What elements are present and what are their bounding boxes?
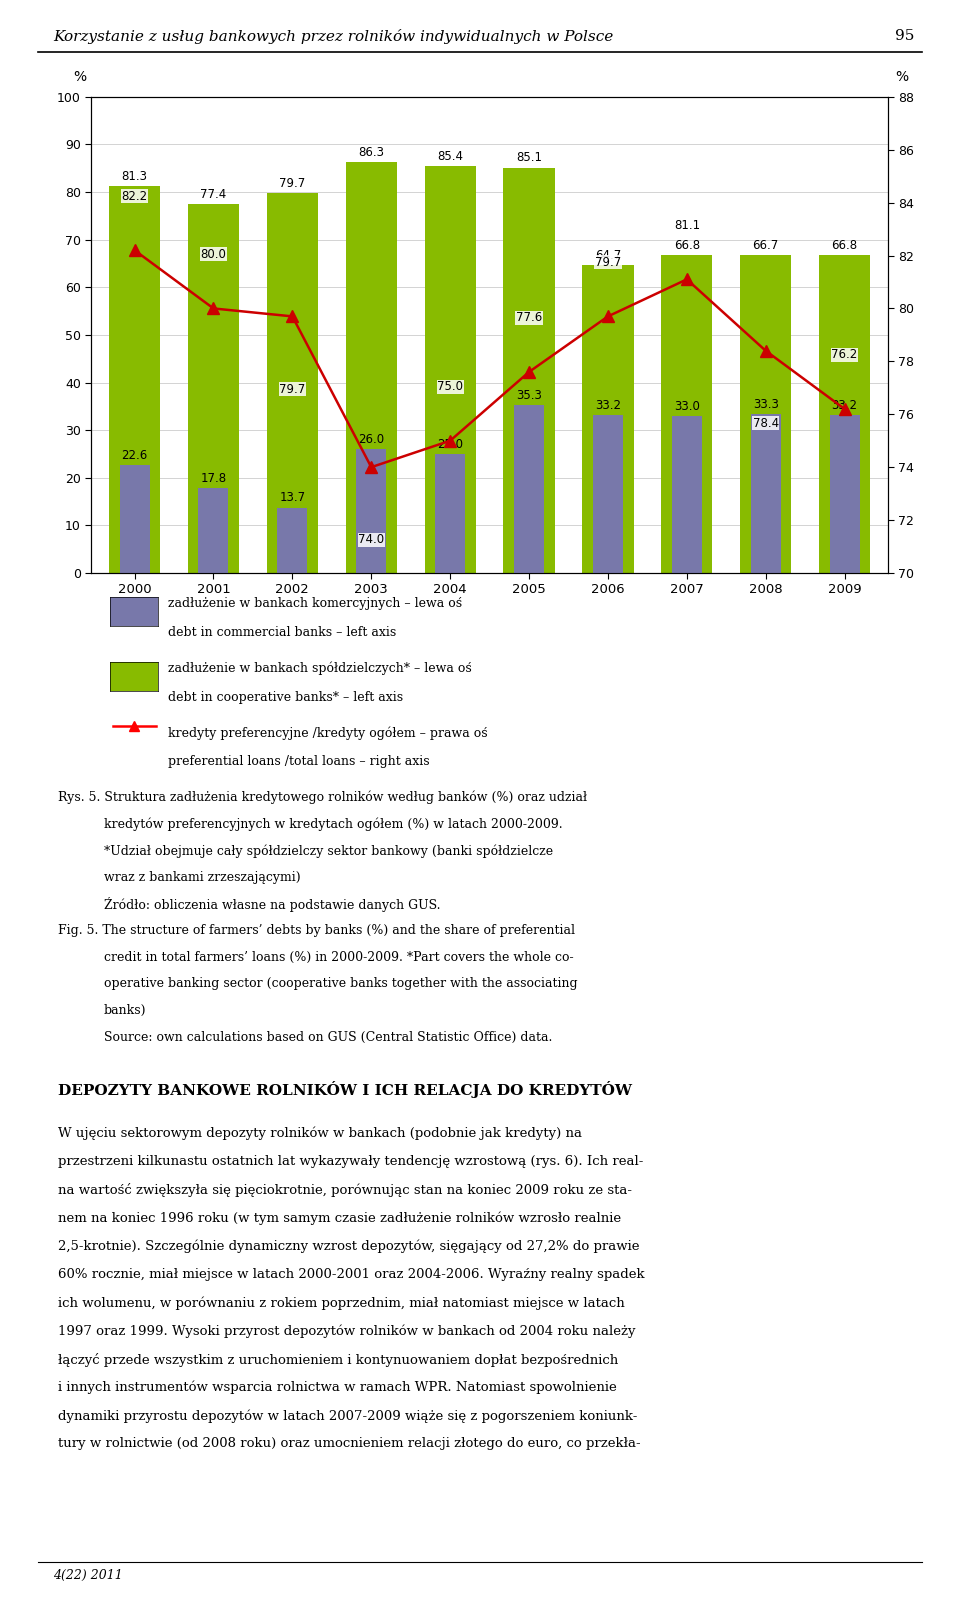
Text: nem na koniec 1996 roku (w tym samym czasie zadłużenie rolników wzrosło realnie: nem na koniec 1996 roku (w tym samym cza…	[58, 1210, 621, 1225]
Text: 35.3: 35.3	[516, 389, 542, 402]
Text: i innych instrumentów wsparcia rolnictwa w ramach WPR. Natomiast spowolnienie: i innych instrumentów wsparcia rolnictwa…	[58, 1382, 616, 1394]
Text: 66.8: 66.8	[831, 239, 857, 252]
Bar	[199, 487, 228, 573]
Bar	[424, 166, 476, 573]
Text: 79.7: 79.7	[279, 383, 305, 395]
Bar	[267, 194, 318, 573]
Text: 2,5-krotnie). Szczególnie dynamiczny wzrost depozytów, sięgający od 27,2% do pra: 2,5-krotnie). Szczególnie dynamiczny wzr…	[58, 1240, 639, 1252]
Text: 1997 oraz 1999. Wysoki przyrost depozytów rolników w bankach od 2004 roku należy: 1997 oraz 1999. Wysoki przyrost depozytó…	[58, 1323, 636, 1338]
Text: łączyć przede wszystkim z uruchomieniem i kontynuowaniem dopłat bezpośrednich: łączyć przede wszystkim z uruchomieniem …	[58, 1353, 618, 1367]
Text: Source: own calculations based on GUS (Central Statistic Office) data.: Source: own calculations based on GUS (C…	[104, 1031, 552, 1044]
Text: 80.0: 80.0	[201, 249, 227, 261]
Text: credit in total farmers’ loans (%) in 2000-2009. *Part covers the whole co-: credit in total farmers’ loans (%) in 20…	[104, 951, 573, 964]
Text: tury w rolnictwie (od 2008 roku) oraz umocnieniem relacji złotego do euro, co pr: tury w rolnictwie (od 2008 roku) oraz um…	[58, 1438, 640, 1451]
Text: preferential loans /total loans – right axis: preferential loans /total loans – right …	[168, 755, 430, 768]
Bar	[503, 168, 555, 573]
Bar	[435, 454, 466, 573]
Text: 76.2: 76.2	[831, 349, 857, 362]
Text: na wartość zwiększyła się pięciokrotnie, porównując stan na koniec 2009 roku ze : na wartość zwiększyła się pięciokrotnie,…	[58, 1183, 632, 1198]
Text: Źródło: obliczenia własne na podstawie danych GUS.: Źródło: obliczenia własne na podstawie d…	[104, 897, 441, 912]
Text: 77.4: 77.4	[201, 189, 227, 202]
Text: DEPOZYTY BANKOWE ROLNIKÓW I ICH RELACJA DO KREDYTÓW: DEPOZYTY BANKOWE ROLNIKÓW I ICH RELACJA …	[58, 1081, 632, 1099]
Text: debt in commercial banks – left axis: debt in commercial banks – left axis	[168, 626, 396, 639]
Text: operative banking sector (cooperative banks together with the associating: operative banking sector (cooperative ba…	[104, 976, 577, 991]
Text: 85.1: 85.1	[516, 152, 542, 165]
Bar	[672, 416, 702, 573]
Text: 66.7: 66.7	[753, 239, 779, 252]
Text: %: %	[73, 69, 86, 84]
Text: %: %	[896, 69, 909, 84]
Text: 78.4: 78.4	[753, 416, 779, 429]
Text: zadłużenie w bankach spółdzielczych* – lewa oś: zadłużenie w bankach spółdzielczych* – l…	[168, 662, 471, 675]
Bar	[356, 449, 386, 573]
Bar	[661, 255, 712, 573]
Bar	[188, 205, 239, 573]
Bar	[819, 255, 871, 573]
Text: 25.0: 25.0	[437, 437, 463, 450]
Text: wraz z bankami zrzeszającymi): wraz z bankami zrzeszającymi)	[104, 870, 300, 884]
Text: debt in cooperative banks* – left axis: debt in cooperative banks* – left axis	[168, 691, 403, 704]
Text: 13.7: 13.7	[279, 491, 305, 505]
Text: 79.7: 79.7	[595, 255, 621, 270]
Text: 85.4: 85.4	[437, 150, 463, 163]
Text: 64.7: 64.7	[595, 249, 621, 261]
Text: *Udział obejmuje cały spółdzielczy sektor bankowy (banki spółdzielcze: *Udział obejmuje cały spółdzielczy sekto…	[104, 844, 553, 857]
Text: kredyty preferencyjne /kredyty ogółem – prawa oś: kredyty preferencyjne /kredyty ogółem – …	[168, 726, 488, 739]
Text: 22.6: 22.6	[122, 449, 148, 462]
Text: dynamiki przyrostu depozytów w latach 2007-2009 wiąże się z pogorszeniem koniunk: dynamiki przyrostu depozytów w latach 20…	[58, 1409, 637, 1422]
Bar	[829, 415, 859, 573]
Bar	[346, 161, 396, 573]
Text: 17.8: 17.8	[201, 471, 227, 484]
Bar	[108, 186, 160, 573]
Text: 86.3: 86.3	[358, 145, 384, 158]
Text: 74.0: 74.0	[358, 533, 384, 546]
Text: 77.6: 77.6	[516, 312, 542, 324]
Text: 33.0: 33.0	[674, 400, 700, 413]
Text: 81.1: 81.1	[674, 220, 700, 232]
Text: 95: 95	[895, 29, 914, 44]
Text: kredytów preferencyjnych w kredytach ogółem (%) w latach 2000-2009.: kredytów preferencyjnych w kredytach ogó…	[104, 817, 563, 831]
Text: 79.7: 79.7	[279, 178, 305, 190]
Bar	[120, 465, 150, 573]
Text: Rys. 5. Struktura zadłużenia kredytowego rolników według banków (%) oraz udział: Rys. 5. Struktura zadłużenia kredytowego…	[58, 791, 587, 804]
Text: 81.3: 81.3	[122, 169, 148, 182]
Text: 33.2: 33.2	[831, 399, 857, 412]
Bar	[751, 415, 780, 573]
Text: przestrzeni kilkunastu ostatnich lat wykazywały tendencję wzrostową (rys. 6). Ic: przestrzeni kilkunastu ostatnich lat wyk…	[58, 1156, 643, 1169]
Text: 4(22) 2011: 4(22) 2011	[53, 1569, 123, 1582]
Text: Korzystanie z usług bankowych przez rolników indywidualnych w Polsce: Korzystanie z usług bankowych przez roln…	[53, 29, 613, 44]
Text: 82.2: 82.2	[122, 190, 148, 203]
Text: 33.2: 33.2	[595, 399, 621, 412]
Text: zadłużenie w bankach komercyjnych – lewa oś: zadłużenie w bankach komercyjnych – lewa…	[168, 597, 462, 610]
Bar	[583, 265, 634, 573]
Text: 66.8: 66.8	[674, 239, 700, 252]
Text: 26.0: 26.0	[358, 433, 384, 445]
Text: ich wolumenu, w porównaniu z rokiem poprzednim, miał natomiast miejsce w latach: ich wolumenu, w porównaniu z rokiem popr…	[58, 1296, 624, 1309]
Bar	[593, 415, 623, 573]
Bar	[740, 255, 791, 573]
Text: 60% rocznie, miał miejsce w latach 2000-2001 oraz 2004-2006. Wyraźny realny spad: 60% rocznie, miał miejsce w latach 2000-…	[58, 1269, 644, 1282]
Text: Fig. 5. The structure of farmers’ debts by banks (%) and the share of preferenti: Fig. 5. The structure of farmers’ debts …	[58, 923, 575, 938]
Text: banks): banks)	[104, 1004, 146, 1017]
Text: 75.0: 75.0	[437, 381, 463, 394]
Bar	[514, 405, 544, 573]
Text: W ujęciu sektorowym depozyty rolników w bankach (podobnie jak kredyty) na: W ujęciu sektorowym depozyty rolników w …	[58, 1127, 582, 1139]
Bar	[277, 508, 307, 573]
Text: 33.3: 33.3	[753, 399, 779, 412]
